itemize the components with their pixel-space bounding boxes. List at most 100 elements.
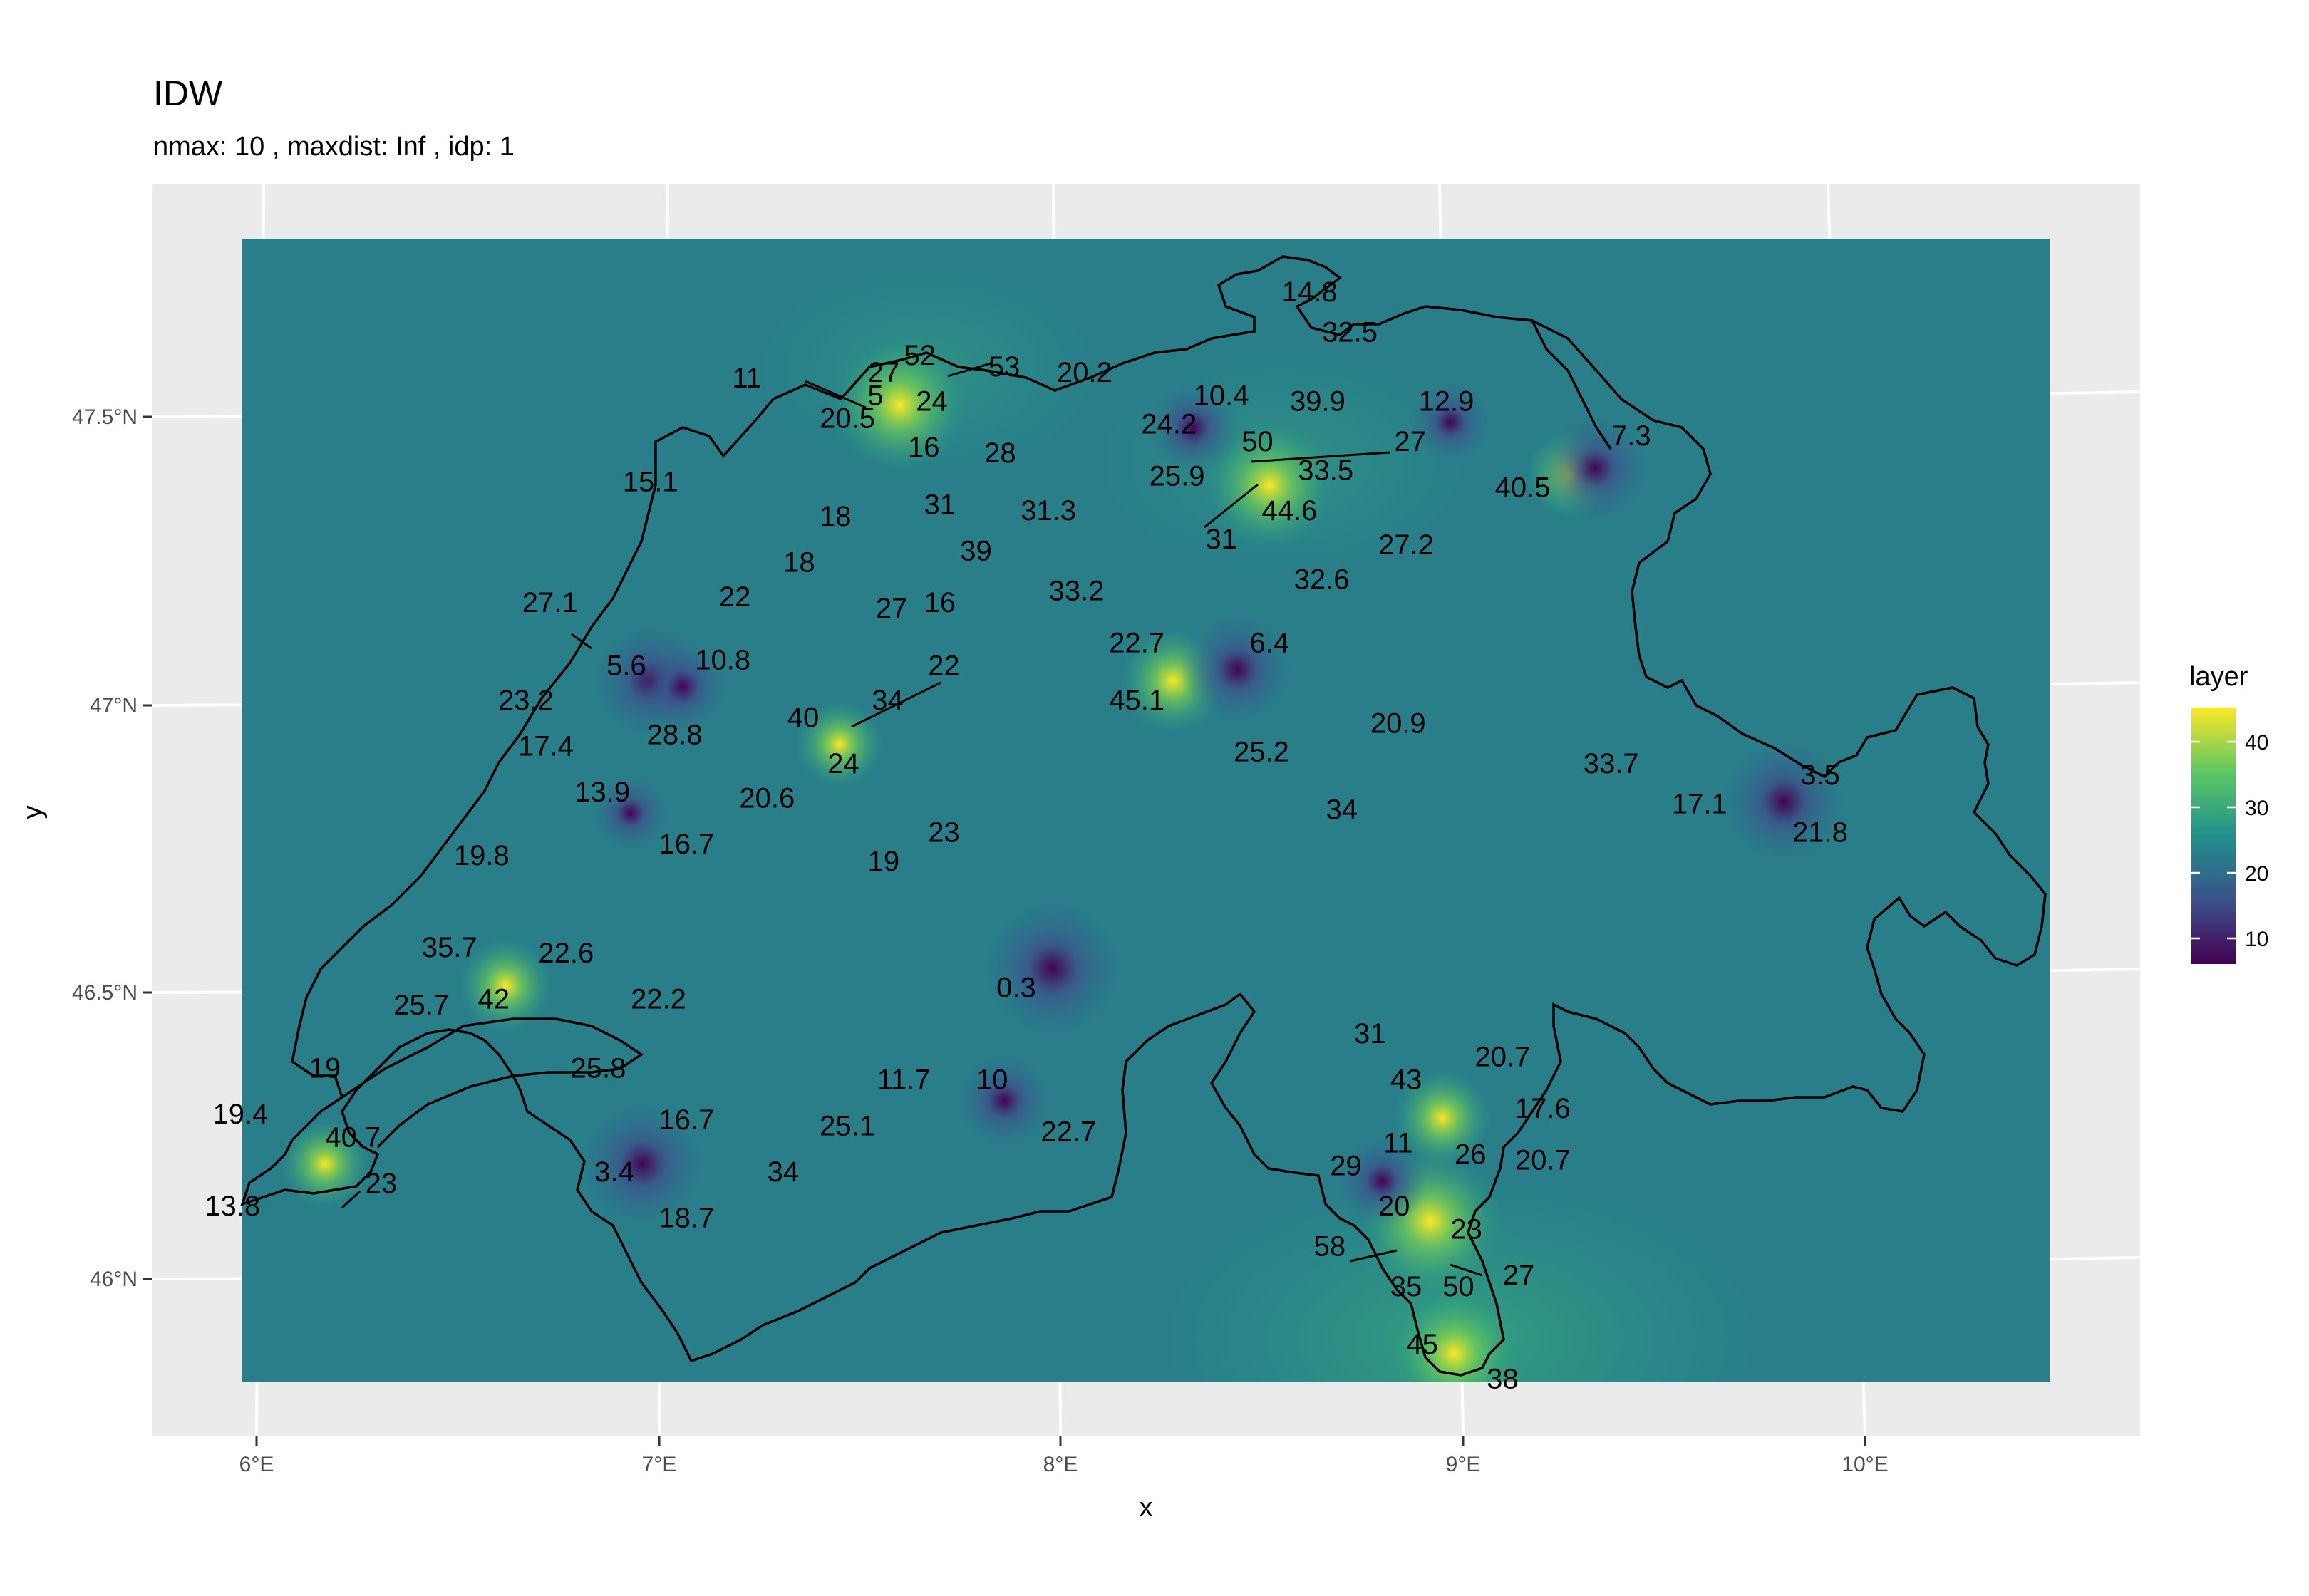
value-label: 3.4: [594, 1156, 634, 1188]
value-label: 52: [904, 340, 936, 371]
value-label: 15.1: [623, 466, 678, 497]
value-label: 16: [908, 432, 940, 463]
hotspot-layer: [280, 339, 1847, 1382]
y-tick-label: 46.5°N: [72, 981, 138, 1005]
value-label: 43: [1390, 1064, 1422, 1096]
value-label: 25.8: [570, 1053, 626, 1084]
value-label: 27: [876, 593, 908, 624]
value-label: 35: [1390, 1271, 1422, 1302]
low-value-hotspot: [1336, 1135, 1428, 1228]
value-label: 38: [1487, 1363, 1519, 1394]
value-label: 23: [928, 817, 960, 849]
x-tick-label: 9°E: [1446, 1453, 1481, 1476]
low-value-hotspot: [1720, 738, 1847, 865]
value-label: 40.7: [325, 1121, 381, 1153]
x-tick-label: 10°E: [1841, 1453, 1888, 1476]
value-label: 0.3: [996, 973, 1036, 1004]
value-label: 25.1: [820, 1110, 875, 1141]
high-value-hotspot: [1393, 1069, 1492, 1167]
value-label: 32.5: [1322, 317, 1378, 348]
value-label: 27.2: [1378, 529, 1434, 561]
value-label: 22.2: [631, 984, 686, 1015]
value-label: 45.1: [1109, 685, 1164, 716]
value-label: 28: [984, 437, 1016, 469]
value-label: 22.7: [1040, 1116, 1096, 1147]
y-tick-label: 47.5°N: [72, 405, 138, 429]
value-label: 33.5: [1298, 455, 1353, 486]
high-value-hotspot: [458, 938, 553, 1033]
value-label: 27: [868, 357, 900, 388]
value-label: 18: [783, 546, 815, 578]
value-label: 34: [768, 1156, 800, 1188]
x-axis: 6°E 7°E 8°E 9°E 10°E: [239, 1436, 1889, 1476]
value-label: 44.6: [1262, 495, 1318, 527]
value-label: 27.1: [522, 587, 578, 618]
x-axis-title: x: [1140, 1493, 1153, 1523]
value-label: 33.7: [1584, 748, 1639, 779]
value-label: 11.7: [877, 1064, 931, 1096]
value-label: 50: [1241, 426, 1274, 457]
value-label: 10: [976, 1064, 1008, 1096]
value-label: 19: [309, 1053, 341, 1084]
value-label: 31.3: [1021, 495, 1076, 527]
legend-tick-label: 40: [2245, 731, 2268, 755]
low-value-hotspot: [956, 1052, 1053, 1149]
value-label: 17.6: [1515, 1093, 1571, 1124]
value-label: 50: [1442, 1271, 1474, 1302]
low-value-hotspot: [981, 898, 1123, 1040]
value-label: 19: [868, 846, 900, 877]
value-label: 39.9: [1290, 385, 1345, 417]
value-label: 17.1: [1672, 788, 1727, 819]
value-label: 22.7: [1109, 627, 1164, 658]
high-value-hotspot: [834, 339, 966, 471]
x-tick-label: 6°E: [239, 1453, 274, 1476]
country-border: [240, 255, 2047, 1377]
value-label: 31: [924, 489, 956, 521]
value-label: 20.6: [739, 782, 795, 814]
low-value-hotspot: [636, 640, 729, 733]
value-label: 26: [1455, 1139, 1487, 1171]
legend-tick-label: 20: [2245, 862, 2268, 886]
value-label: 33.2: [1049, 576, 1105, 607]
value-label: 14.8: [1282, 276, 1338, 308]
value-label: 39: [960, 535, 992, 566]
legend-tick-label: 10: [2245, 928, 2268, 951]
value-label: 19.4: [213, 1099, 269, 1130]
value-label: 7.3: [1611, 420, 1651, 452]
legend-tick-label: 30: [2245, 797, 2268, 820]
value-label: 42: [478, 984, 510, 1015]
value-label: 45: [1406, 1329, 1438, 1360]
value-label: 25.2: [1234, 737, 1289, 768]
y-axis-title: y: [18, 806, 48, 819]
value-label: 10.4: [1194, 380, 1249, 411]
value-label: 13.8: [205, 1191, 260, 1222]
value-label: 16.7: [659, 1104, 715, 1136]
value-label: 6.4: [1249, 627, 1289, 658]
value-label: 25.9: [1150, 460, 1205, 492]
value-label: 23: [1450, 1214, 1482, 1245]
legend-colorbar: [2191, 708, 2236, 964]
value-label: 17.4: [518, 731, 574, 762]
label-leaders: [341, 362, 1483, 1277]
value-label: 27: [1394, 426, 1426, 457]
value-label: 28.8: [647, 719, 703, 750]
low-value-hotspot: [1145, 380, 1241, 475]
value-label: 53: [988, 351, 1021, 383]
high-value-hotspot: [1207, 423, 1332, 548]
value-label: 5: [867, 380, 883, 411]
value-label: 34: [872, 685, 904, 716]
value-label: 22.6: [538, 938, 594, 969]
value-label: 20: [1378, 1191, 1410, 1222]
value-label: 3.5: [1800, 760, 1840, 791]
value-label: 20.5: [820, 403, 875, 435]
value-label: 22: [928, 651, 960, 682]
value-label: 5.6: [606, 651, 646, 682]
legend-title: layer: [2189, 662, 2248, 692]
value-label: 27: [1503, 1260, 1535, 1291]
value-label: 10.8: [695, 645, 750, 676]
x-tick-label: 7°E: [642, 1453, 677, 1476]
value-label: 20.2: [1057, 357, 1112, 388]
value-label: 31: [1205, 524, 1237, 555]
value-label: 40: [787, 702, 820, 733]
